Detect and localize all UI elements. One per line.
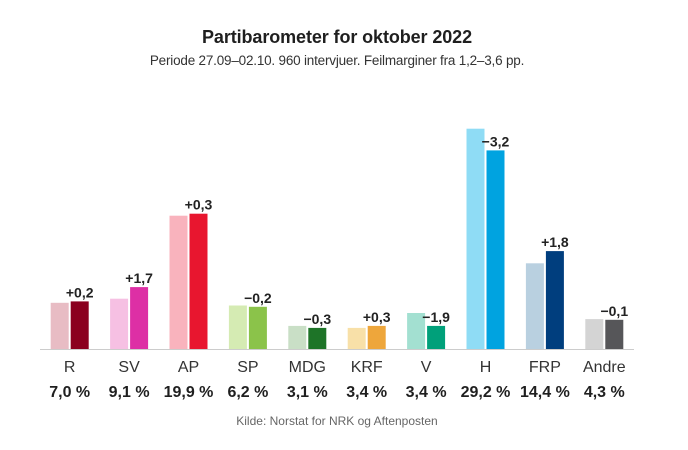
- bar-previous-andre: [585, 319, 604, 349]
- change-label: +1,7: [125, 270, 153, 286]
- bar-current-ap: [189, 213, 208, 349]
- value-label: 29,2 %: [461, 384, 511, 401]
- value-label: 4,3 %: [584, 384, 625, 401]
- change-label: −0,2: [244, 290, 272, 306]
- value-label: 3,4 %: [406, 384, 447, 401]
- change-label: +1,8: [541, 234, 569, 250]
- bar-previous-ap: [169, 215, 188, 349]
- bar-current-andre: [605, 319, 624, 349]
- category-label: R: [64, 359, 76, 376]
- chart-title: Partibarometer for oktober 2022: [202, 27, 472, 47]
- change-label: +0,2: [66, 284, 94, 300]
- change-label: −0,3: [303, 311, 331, 327]
- bar-previous-sv: [110, 298, 129, 349]
- bar-current-sv: [130, 287, 149, 349]
- value-label: 7,0 %: [49, 384, 90, 401]
- value-label: 19,9 %: [164, 384, 214, 401]
- value-label: 9,1 %: [109, 384, 150, 401]
- category-label: SV: [118, 359, 140, 376]
- change-label: +0,3: [185, 197, 213, 213]
- chart-source: Kilde: Norstat for NRK og Aftenposten: [236, 414, 438, 428]
- category-label: FRP: [529, 359, 561, 376]
- bar-previous-mdg: [288, 325, 307, 349]
- bar-current-v: [427, 325, 446, 349]
- bar-current-r: [70, 301, 89, 349]
- bar-previous-frp: [525, 263, 544, 349]
- bar-current-sp: [248, 306, 267, 349]
- category-label: V: [421, 359, 432, 376]
- change-label: −1,9: [422, 309, 450, 325]
- category-label: SP: [237, 359, 258, 376]
- labels-group: +0,2 R 7,0 % +1,7 SV 9,1 % +0,3 AP 19,9 % −0,2 SP 6…: [49, 133, 628, 401]
- bar-previous-r: [50, 302, 69, 349]
- chart-subtitle: Periode 27.09–02.10. 960 intervjuer. Fei…: [149, 53, 525, 68]
- bar-previous-h: [466, 128, 485, 349]
- value-label: 3,1 %: [287, 384, 328, 401]
- category-label: Andre: [583, 359, 626, 376]
- bar-previous-v: [407, 313, 426, 349]
- bar-current-h: [486, 150, 505, 349]
- change-label: −3,2: [482, 133, 510, 149]
- value-label: 3,4 %: [346, 384, 387, 401]
- category-label: MDG: [289, 359, 326, 376]
- category-label: AP: [178, 359, 199, 376]
- bar-previous-sp: [228, 305, 247, 349]
- category-label: KRF: [351, 359, 383, 376]
- bar-previous-krf: [347, 327, 366, 349]
- bars-group: [50, 128, 624, 349]
- value-label: 14,4 %: [520, 384, 570, 401]
- change-label: −0,1: [600, 303, 628, 319]
- value-label: 6,2 %: [227, 384, 268, 401]
- bar-current-krf: [367, 325, 386, 349]
- change-label: +0,3: [363, 309, 391, 325]
- category-label: H: [480, 359, 492, 376]
- bar-current-mdg: [308, 327, 327, 349]
- bar-current-frp: [545, 251, 564, 349]
